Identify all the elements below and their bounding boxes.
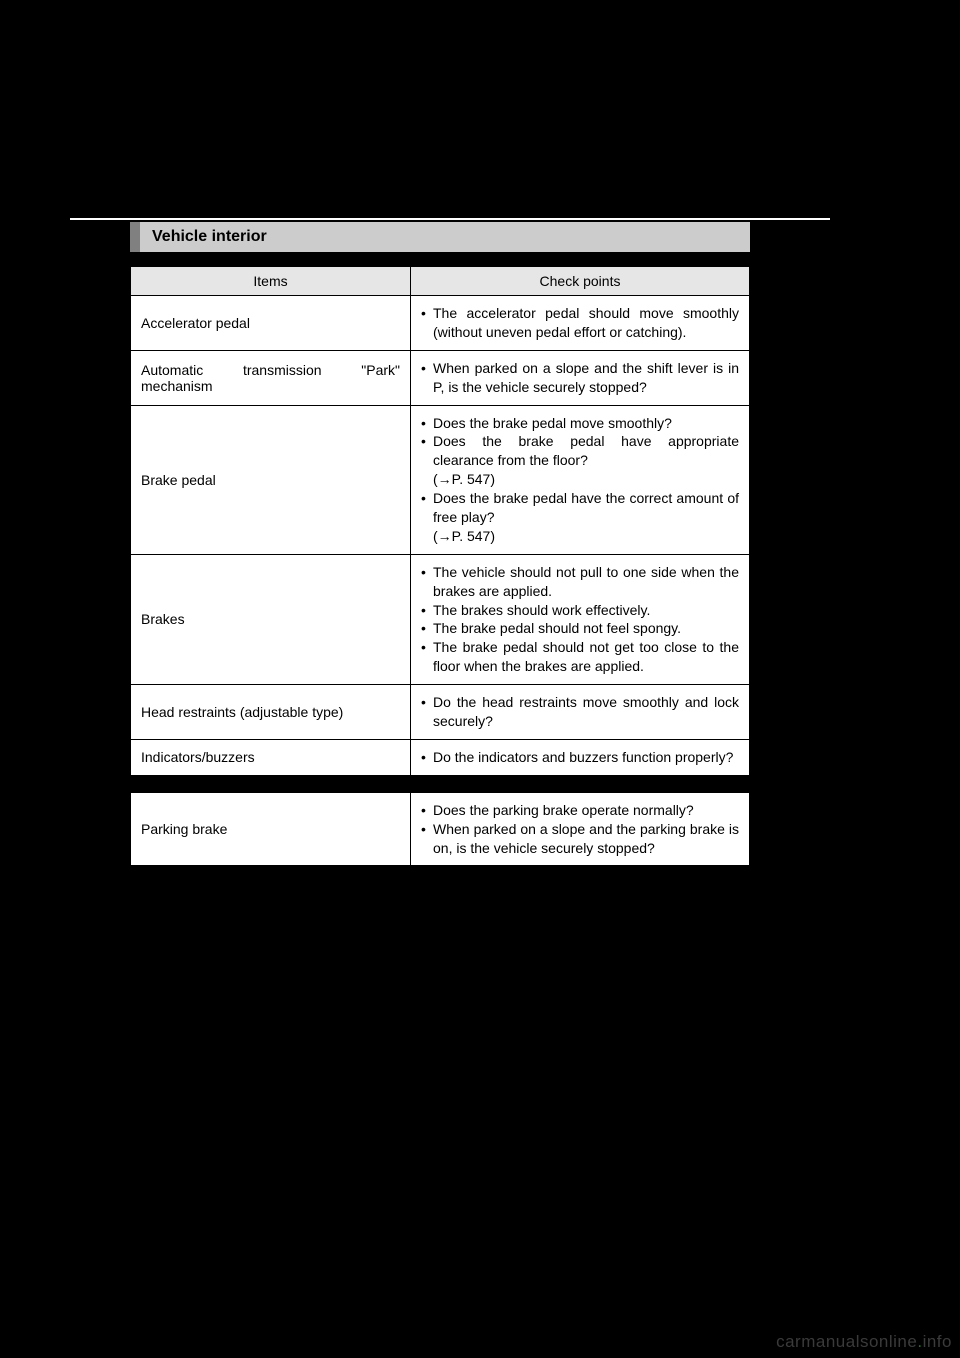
table-row: Parking brakeDoes the parking brake oper… (131, 792, 750, 866)
item-cell: Automatic transmission "Park" mechanism (131, 350, 411, 405)
page-content: Vehicle interior Items Check points Acce… (130, 222, 830, 866)
watermark-prefix: carmanualsonline (776, 1332, 917, 1351)
checkpoint-item: Does the brake pedal have the correct am… (421, 489, 739, 546)
check-table: Items Check points Accelerator pedal The … (130, 266, 750, 866)
checkpoint-item: The brake pedal should not feel spongy. (421, 619, 739, 638)
checkpoints-list: When parked on a slope and the shift lev… (421, 359, 739, 397)
item-cell: Head restraints (adjustable type) (131, 685, 411, 740)
item-cell: Parking brake (131, 792, 411, 866)
section-title: Vehicle interior (152, 228, 267, 245)
item-cell: Indicators/buzzers (131, 739, 411, 775)
checkpoint-item: The accelerator pedal should move smooth… (421, 304, 739, 342)
checkpoints-list: The vehicle should not pull to one side … (421, 563, 739, 676)
checkpoint-item: Does the brake pedal have appropriate cl… (421, 432, 739, 489)
checkpoint-item: Do the indicators and buzzers function p… (421, 748, 739, 767)
checkpoint-item: When parked on a slope and the shift lev… (421, 359, 739, 397)
checkpoint-item: Does the brake pedal move smoothly? (421, 414, 739, 433)
table-row: Accelerator pedal The accelerator pedal s… (131, 296, 750, 351)
table-body-1: Accelerator pedal The accelerator pedal s… (131, 296, 750, 776)
header-items: Items (131, 267, 411, 296)
checkpoints-cell: When parked on a slope and the shift lev… (411, 350, 750, 405)
table-header-row: Items Check points (131, 267, 750, 296)
checkpoints-list: Do the head restraints move smoothly and… (421, 693, 739, 731)
checkpoints-cell: Do the head restraints move smoothly and… (411, 685, 750, 740)
item-cell: Accelerator pedal (131, 296, 411, 351)
checkpoints-cell: Does the parking brake operate normally?… (411, 792, 750, 866)
table-row: Head restraints (adjustable type) Do the … (131, 685, 750, 740)
checkpoints-cell: Does the brake pedal move smoothly?Does … (411, 405, 750, 554)
checkpoint-item: When parked on a slope and the parking b… (421, 820, 739, 858)
item-cell: Brakes (131, 554, 411, 684)
checkpoints-cell: The vehicle should not pull to one side … (411, 554, 750, 684)
checkpoint-item: Does the parking brake operate normally? (421, 801, 739, 820)
checkpoints-list: Does the brake pedal move smoothly?Does … (421, 414, 739, 546)
checkpoint-item: Do the head restraints move smoothly and… (421, 693, 739, 731)
table-row: Brake pedalDoes the brake pedal move smo… (131, 405, 750, 554)
section-header: Vehicle interior (130, 222, 750, 252)
checkpoint-item: The vehicle should not pull to one side … (421, 563, 739, 601)
watermark-suffix: info (923, 1332, 952, 1351)
top-rule (70, 218, 830, 220)
checkpoint-item: The brake pedal should not get too close… (421, 638, 739, 676)
table-row: Indicators/buzzers Do the indicators and … (131, 739, 750, 775)
checkpoints-cell: The accelerator pedal should move smooth… (411, 296, 750, 351)
header-checkpoints: Check points (411, 267, 750, 296)
checkpoints-cell: Do the indicators and buzzers function p… (411, 739, 750, 775)
checkpoints-list: Do the indicators and buzzers function p… (421, 748, 739, 767)
table-row: Brakes The vehicle should not pull to one… (131, 554, 750, 684)
table-row: Automatic transmission "Park" mechanism W… (131, 350, 750, 405)
spacer-row (131, 775, 750, 792)
page-reference: (→P. 547) (433, 527, 739, 546)
checkpoint-item: The brakes should work effectively. (421, 601, 739, 620)
item-cell: Brake pedal (131, 405, 411, 554)
checkpoints-list: Does the parking brake operate normally?… (421, 801, 739, 858)
checkpoints-list: The accelerator pedal should move smooth… (421, 304, 739, 342)
table-body-2: Parking brakeDoes the parking brake oper… (131, 792, 750, 866)
page-reference: (→P. 547) (433, 470, 739, 489)
watermark: carmanualsonline.info (776, 1332, 952, 1352)
